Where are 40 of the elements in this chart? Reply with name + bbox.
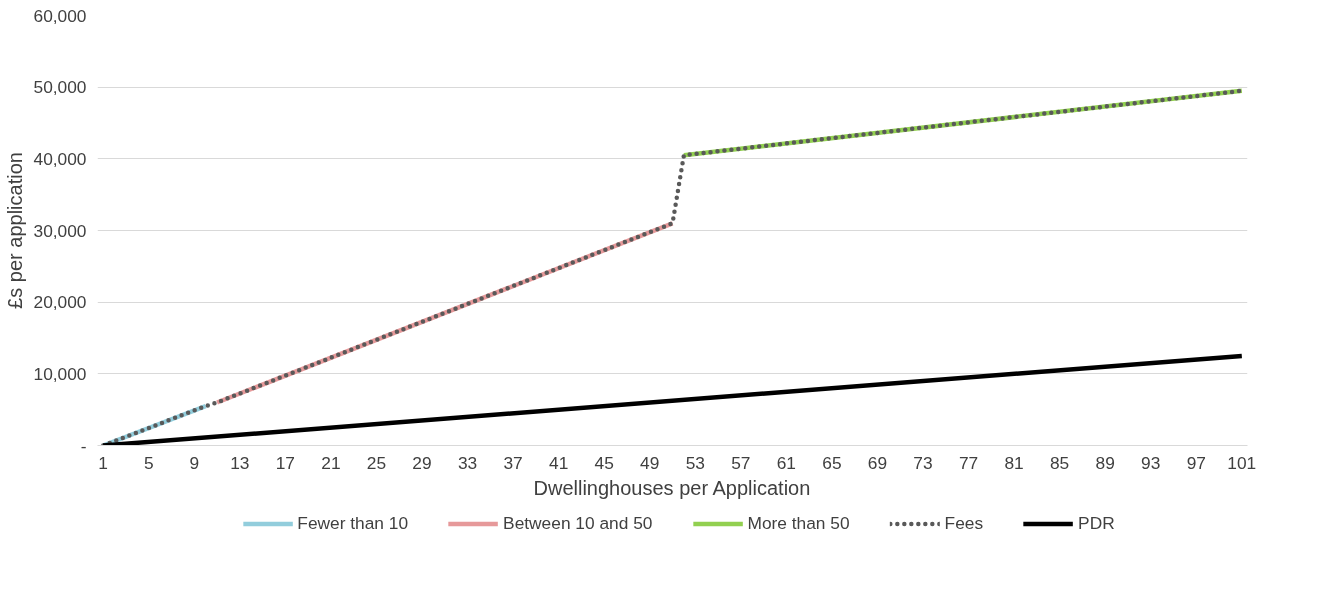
y-tick-label: - xyxy=(80,435,87,456)
legend-label: Fewer than 10 xyxy=(297,512,409,534)
x-tick-label: 25 xyxy=(366,452,387,473)
x-tick-label: 17 xyxy=(275,452,296,473)
x-tick-label: 77 xyxy=(958,452,979,473)
y-tick-label: 10,000 xyxy=(33,363,87,384)
x-tick-label: 13 xyxy=(230,452,250,473)
y-tick-label: 60,000 xyxy=(33,5,87,26)
y-tick-label: 20,000 xyxy=(33,292,87,313)
x-tick-label: 73 xyxy=(913,452,933,473)
x-tick-label: 1 xyxy=(98,452,109,473)
x-tick-label: 9 xyxy=(189,452,200,473)
y-axis-title: £s per application xyxy=(3,152,26,309)
x-tick-label: 41 xyxy=(549,452,569,473)
x-tick-label: 89 xyxy=(1095,452,1115,473)
y-tick-label: 30,000 xyxy=(33,220,87,241)
x-axis-title: Dwellinghouses per Application xyxy=(533,476,811,499)
x-tick-label: 97 xyxy=(1186,452,1206,473)
x-tick-label: 65 xyxy=(822,452,842,473)
x-tick-label: 61 xyxy=(776,452,797,473)
x-tick-label: 69 xyxy=(867,452,888,473)
x-tick-label: 101 xyxy=(1227,452,1257,473)
y-tick-label: 50,000 xyxy=(33,77,87,98)
x-tick-label: 21 xyxy=(321,452,341,473)
x-tick-label: 85 xyxy=(1049,452,1070,473)
legend-label: More than 50 xyxy=(747,512,850,534)
x-tick-label: 45 xyxy=(594,452,614,473)
x-tick-label: 93 xyxy=(1141,452,1161,473)
legend-label: Between 10 and 50 xyxy=(503,512,653,534)
x-tick-label: 57 xyxy=(731,452,751,473)
x-tick-label: 29 xyxy=(412,452,432,473)
legend-label: PDR xyxy=(1078,512,1115,534)
x-tick-label: 49 xyxy=(640,452,660,473)
x-tick-label: 53 xyxy=(685,452,705,473)
x-tick-label: 5 xyxy=(143,452,154,473)
legend-label: Fees xyxy=(944,512,984,534)
x-tick-label: 81 xyxy=(1004,452,1024,473)
y-tick-label: 40,000 xyxy=(33,148,87,169)
x-tick-label: 37 xyxy=(503,452,523,473)
x-tick-label: 33 xyxy=(457,452,478,473)
